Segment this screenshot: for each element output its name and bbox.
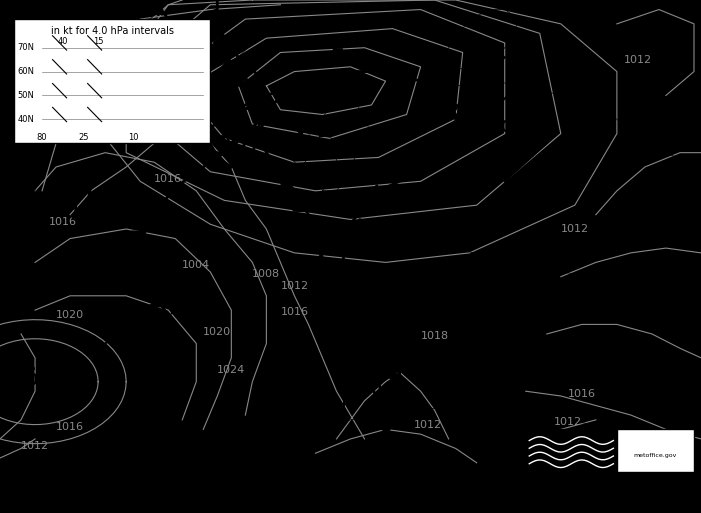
Polygon shape <box>387 373 400 381</box>
Text: in kt for 4.0 hPa intervals: in kt for 4.0 hPa intervals <box>50 26 174 36</box>
Polygon shape <box>368 324 381 332</box>
Text: 1004: 1004 <box>182 260 210 270</box>
Text: H: H <box>167 327 184 346</box>
Polygon shape <box>132 231 146 239</box>
Text: 1018: 1018 <box>497 311 540 326</box>
Polygon shape <box>222 60 236 68</box>
Text: L: L <box>22 356 34 374</box>
Text: 1009: 1009 <box>391 42 422 52</box>
Text: 10: 10 <box>128 133 138 142</box>
Polygon shape <box>203 42 215 51</box>
Text: 1016: 1016 <box>49 217 77 227</box>
Polygon shape <box>213 35 227 43</box>
Bar <box>526 429 617 472</box>
Text: L: L <box>85 188 97 207</box>
Polygon shape <box>240 150 254 157</box>
Polygon shape <box>254 106 266 114</box>
Polygon shape <box>293 204 306 211</box>
Text: L: L <box>330 36 343 55</box>
Text: 1009: 1009 <box>350 383 393 398</box>
Polygon shape <box>250 80 264 88</box>
Text: 1029: 1029 <box>154 345 197 360</box>
Text: H: H <box>629 131 646 150</box>
Text: 15: 15 <box>93 36 103 46</box>
Polygon shape <box>233 58 247 67</box>
Polygon shape <box>210 150 223 159</box>
Polygon shape <box>128 254 140 262</box>
Polygon shape <box>312 255 326 263</box>
Bar <box>617 429 694 472</box>
Text: 1016: 1016 <box>56 422 84 432</box>
Text: 70N: 70N <box>18 43 34 52</box>
Polygon shape <box>278 180 292 188</box>
Polygon shape <box>385 399 399 407</box>
Polygon shape <box>175 27 187 35</box>
Text: L: L <box>365 365 378 384</box>
Text: 1020: 1020 <box>56 310 84 320</box>
Text: 1012: 1012 <box>414 420 442 429</box>
Polygon shape <box>301 229 315 237</box>
Text: metoffice.gov: metoffice.gov <box>634 452 677 458</box>
Text: 1012: 1012 <box>21 441 49 451</box>
Bar <box>14 19 210 143</box>
Polygon shape <box>382 347 395 355</box>
Polygon shape <box>163 187 176 195</box>
Text: 1020: 1020 <box>203 327 231 337</box>
Text: 1016: 1016 <box>280 307 308 318</box>
Text: 1018: 1018 <box>421 331 449 341</box>
Polygon shape <box>248 132 261 140</box>
Text: 40: 40 <box>58 36 68 46</box>
Text: 1012: 1012 <box>624 55 652 65</box>
Text: 101: 101 <box>622 149 654 164</box>
Text: 1005: 1005 <box>6 373 50 388</box>
Text: 50N: 50N <box>18 91 34 100</box>
Text: 1012: 1012 <box>561 224 589 234</box>
Text: 992: 992 <box>320 53 353 69</box>
Text: 992: 992 <box>306 140 339 154</box>
Text: 40N: 40N <box>18 115 34 124</box>
Polygon shape <box>151 7 165 14</box>
Polygon shape <box>247 126 259 134</box>
Text: 25: 25 <box>79 133 89 142</box>
Polygon shape <box>148 300 162 307</box>
Text: L: L <box>505 103 518 122</box>
Text: L: L <box>225 117 238 136</box>
Text: 1016: 1016 <box>568 389 596 399</box>
Polygon shape <box>132 278 147 286</box>
Text: 80: 80 <box>36 133 48 142</box>
Text: 1024: 1024 <box>217 365 245 374</box>
Polygon shape <box>261 156 275 164</box>
Polygon shape <box>377 425 390 433</box>
Polygon shape <box>348 302 362 309</box>
Text: 1008: 1008 <box>252 269 280 279</box>
Text: 1016: 1016 <box>154 174 182 184</box>
Polygon shape <box>185 167 198 176</box>
Polygon shape <box>329 279 343 286</box>
Text: 1020: 1020 <box>168 64 196 74</box>
Text: 1007: 1007 <box>490 121 533 135</box>
Text: 60N: 60N <box>18 67 34 76</box>
Text: 993: 993 <box>215 135 247 150</box>
Text: H: H <box>510 293 527 312</box>
Polygon shape <box>146 210 160 217</box>
Text: 1012: 1012 <box>280 281 308 291</box>
Text: L: L <box>316 122 329 141</box>
Polygon shape <box>205 9 217 17</box>
Polygon shape <box>236 80 250 88</box>
Polygon shape <box>244 103 258 111</box>
Text: 1012: 1012 <box>554 417 582 427</box>
Text: 1015: 1015 <box>69 206 113 221</box>
